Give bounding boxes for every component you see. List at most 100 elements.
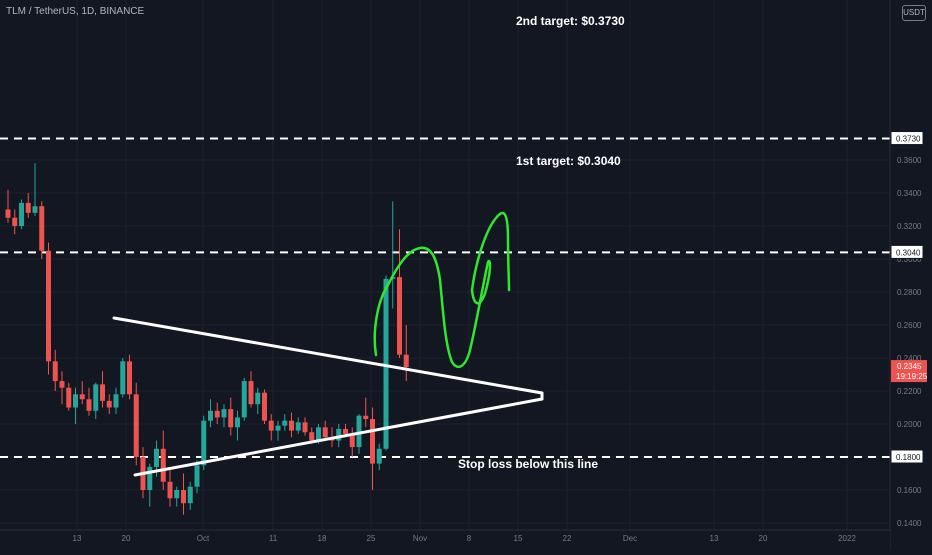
candle (349, 427, 355, 457)
candle (167, 470, 173, 507)
candle-body (100, 384, 105, 401)
candle-body (93, 384, 99, 411)
candle (248, 371, 254, 408)
candle-body (268, 420, 274, 431)
time-tick-label: 22 (563, 534, 572, 543)
green-projection-curve (373, 211, 511, 369)
candle (46, 242, 51, 375)
candle (282, 414, 288, 431)
candle-body (194, 465, 200, 487)
candle-body (248, 381, 254, 405)
candle (32, 163, 38, 217)
countdown-timer: 19:19:25 (896, 372, 928, 381)
candle-body (106, 400, 112, 408)
level-price-box (890, 131, 924, 146)
candle-body (181, 490, 186, 504)
candle-body (316, 427, 321, 441)
candle (221, 404, 227, 428)
currency-badge[interactable]: USDT (902, 5, 926, 21)
time-tick-label: Nov (413, 534, 427, 543)
candle (133, 382, 139, 466)
level-price-value: 0.3730 (896, 135, 921, 144)
level-price-value: 0.1800 (896, 453, 921, 462)
candle-body (59, 381, 65, 388)
candle (79, 381, 85, 405)
candle (181, 473, 186, 515)
time-tick-label: 18 (318, 534, 327, 543)
candle (160, 430, 166, 490)
candle-body (214, 410, 220, 418)
candle-body (403, 354, 409, 368)
price-tick-label: 0.2200 (897, 387, 922, 396)
price-tick-label: 0.3000 (897, 255, 922, 264)
candle-body (383, 278, 389, 449)
candle (403, 325, 409, 382)
candle-body (174, 490, 180, 499)
candle (214, 402, 220, 424)
time-tick-label: 15 (514, 534, 523, 543)
candle-body (282, 420, 288, 426)
candle-body (255, 392, 261, 405)
price-tick-label: 0.1600 (897, 486, 922, 495)
candle-body (46, 250, 51, 362)
candle (127, 354, 132, 400)
candle-body (228, 409, 234, 428)
candle (174, 486, 180, 507)
candle-body (322, 427, 328, 438)
level-price-value: 0.3040 (896, 248, 921, 257)
candle (59, 371, 65, 405)
candle (5, 189, 11, 223)
candle-body (397, 277, 402, 355)
candle (275, 420, 281, 441)
time-axis-bg (0, 530, 890, 550)
candle (52, 349, 58, 391)
price-axis[interactable]: 0.1400 0.1600 0.1800 0.2000 0.2200 0.2400 0.26… (889, 0, 932, 550)
time-tick-label: 11 (269, 534, 278, 543)
candle-body (275, 425, 281, 431)
candle-body (295, 422, 301, 431)
candle (93, 382, 99, 420)
candle-body (120, 361, 126, 395)
price-axis-bg (890, 0, 932, 550)
target1-label: 1st target: $0.3040 (516, 154, 621, 168)
target2-label: 2nd target: $0.3730 (516, 14, 625, 28)
candle (383, 275, 389, 451)
time-tick-label: 13 (710, 534, 719, 543)
price-tick-label: 0.2400 (897, 354, 922, 363)
current-price-box (891, 360, 927, 383)
candle-body (12, 217, 18, 226)
price-tick-label: 0.3600 (897, 156, 922, 165)
candle-body (154, 448, 159, 467)
level-price-box (890, 449, 924, 464)
candle-body (309, 432, 315, 441)
candle-body (133, 394, 139, 457)
candle-body (127, 361, 132, 395)
time-axis[interactable]: 13 20 Oct 11 18 25 Nov 8 15 22 Dec 13 20 2022 (0, 529, 890, 550)
price-tick-label: 0.2800 (897, 288, 922, 297)
stop-loss-label: Stop loss below this line (458, 457, 598, 471)
symbol-title[interactable]: TLM / TetherUS, 1D, BINANCE (6, 6, 145, 17)
candle (241, 377, 247, 421)
candle-body (25, 202, 31, 213)
candle (268, 414, 274, 441)
price-tick-label: 0.2600 (897, 321, 922, 330)
time-tick-label: 20 (122, 534, 131, 543)
time-tick-label: Oct (197, 534, 210, 543)
time-tick-label: 25 (367, 534, 376, 543)
time-tick-label: 13 (73, 534, 82, 543)
time-tick-label: Dec (623, 534, 637, 543)
price-tick-label: 0.1400 (897, 519, 922, 528)
candle (39, 201, 45, 259)
triangle-upper-line (112, 316, 544, 395)
candle-body (113, 394, 119, 408)
candle (208, 399, 213, 428)
level-price-box (890, 244, 924, 259)
candle-body (289, 420, 294, 431)
candle-body (79, 394, 85, 400)
current-price-value: 0.2345 (897, 362, 922, 371)
candle-body (167, 481, 173, 499)
candle (289, 412, 294, 438)
candle (86, 387, 92, 416)
candle-body (86, 399, 92, 411)
